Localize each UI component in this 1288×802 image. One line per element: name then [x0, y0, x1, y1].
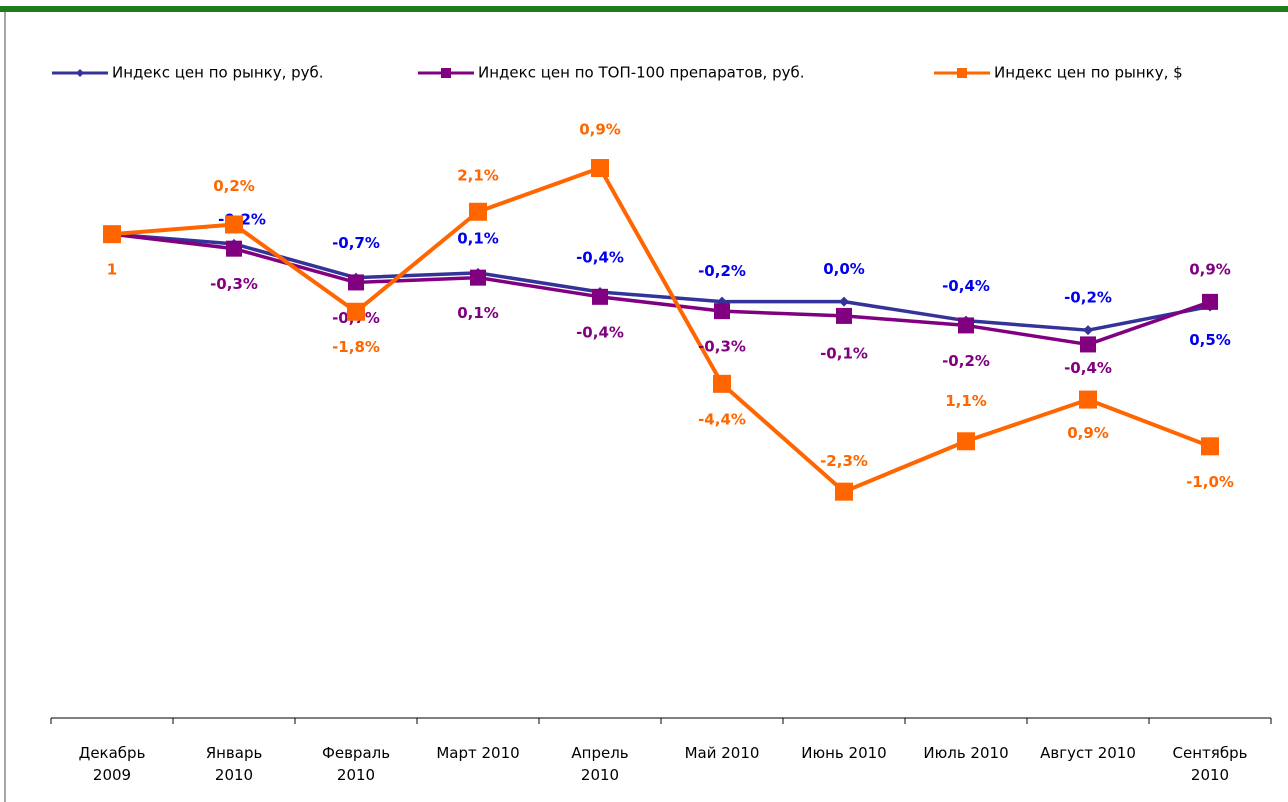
x-tick-label: Январь 2010 [205, 744, 263, 784]
legend-label: Индекс цен по ТОП-100 препаратов, руб. [478, 64, 805, 82]
x-tick-label: Июль 2010 [923, 744, 1009, 762]
data-label: -0,2% [1064, 289, 1112, 307]
point [591, 159, 609, 178]
data-label: 0,9% [1189, 260, 1231, 278]
point [348, 274, 364, 291]
series-line [111, 166, 1211, 494]
data-label: -0,2% [698, 262, 746, 280]
data-label: 1,1% [945, 392, 987, 410]
point [592, 288, 608, 305]
data-label: -0,1% [820, 344, 868, 362]
base-label: 1 [107, 261, 117, 279]
data-label: -0,3% [210, 275, 258, 293]
data-label: -4,4% [698, 410, 746, 428]
legend-marker [957, 68, 967, 78]
legend-label: Индекс цен по рынку, $ [994, 64, 1183, 82]
data-label: -0,2% [942, 352, 990, 370]
point [470, 269, 486, 286]
top-bar [0, 6, 1288, 12]
data-label: 0,1% [457, 229, 499, 247]
x-tick-label: Декабрь 2009 [78, 744, 146, 784]
point [835, 482, 853, 501]
point [225, 215, 243, 234]
series-line [111, 232, 1211, 347]
point [1083, 325, 1093, 336]
point [1080, 336, 1096, 353]
data-label: 0,9% [1067, 424, 1109, 442]
legend-marker [76, 69, 84, 77]
x-tick-label: Май 2010 [684, 744, 760, 762]
point [957, 432, 975, 451]
data-label: -0,4% [576, 323, 624, 341]
point [1202, 293, 1218, 310]
point [839, 296, 849, 307]
data-label: -0,4% [1064, 359, 1112, 377]
x-tick-label: Сентябрь 2010 [1172, 744, 1248, 784]
legend-label: Индекс цен по рынку, руб. [112, 64, 324, 82]
data-label: 0,9% [579, 121, 621, 139]
series-line [111, 232, 1211, 332]
point [469, 202, 487, 221]
point [958, 317, 974, 334]
x-tick-label: Июнь 2010 [801, 744, 887, 762]
x-tick-label: Февраль 2010 [321, 744, 391, 784]
data-label: -0,4% [942, 277, 990, 295]
point [226, 240, 242, 257]
data-label: 0,1% [457, 304, 499, 322]
x-tick-label: Март 2010 [436, 744, 520, 762]
point [713, 374, 731, 393]
data-label: -1,8% [332, 338, 380, 356]
point [836, 307, 852, 324]
point [347, 302, 365, 321]
legend-marker [441, 68, 451, 78]
point [103, 225, 121, 244]
data-label: -0,3% [698, 338, 746, 356]
data-label: 0,0% [823, 260, 865, 278]
data-label: -1,0% [1186, 473, 1234, 491]
data-label: 0,2% [213, 177, 255, 195]
data-label: 2,1% [457, 166, 499, 184]
x-tick-label: Август 2010 [1040, 744, 1136, 762]
data-label: -0,7% [332, 234, 380, 252]
x-tick-label: Апрель 2010 [571, 744, 629, 784]
point [1079, 390, 1097, 409]
point [1201, 437, 1219, 456]
data-label: -0,4% [576, 249, 624, 267]
data-label: 0,5% [1189, 331, 1231, 349]
data-label: -2,3% [820, 452, 868, 470]
point [714, 303, 730, 320]
